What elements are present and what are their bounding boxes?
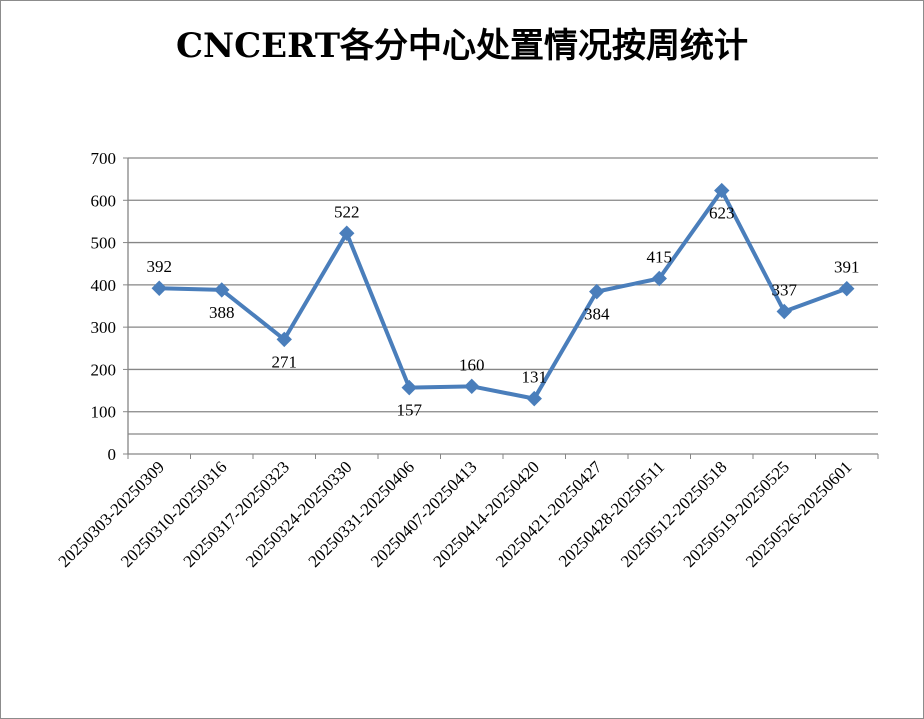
- data-point-marker: [151, 280, 167, 296]
- data-point-marker: [526, 390, 542, 407]
- data-label: 337: [772, 280, 798, 299]
- x-tick-label: 20250421-20250427: [492, 457, 606, 571]
- y-axis-ticks: 0 100 200 300 400 500 600 700: [91, 149, 128, 464]
- data-label: 271: [272, 352, 298, 371]
- series: [151, 182, 855, 407]
- chart-title: CNCERT各分中心处置情况按周统计: [175, 26, 749, 66]
- data-point-marker: [776, 303, 792, 320]
- x-tick-label: 20250317-20250323: [179, 457, 293, 571]
- y-tick-label: 0: [108, 445, 117, 464]
- x-tick-label: 20250324-20250330: [242, 457, 356, 571]
- x-tick-label: 20250519-20250525: [679, 457, 793, 571]
- y-tick-label: 700: [91, 149, 117, 168]
- data-point-marker: [714, 182, 730, 199]
- data-label: 391: [834, 258, 860, 277]
- data-point-marker: [589, 283, 605, 300]
- x-tick-label: 20250414-20250420: [429, 457, 543, 571]
- data-label: 623: [709, 204, 735, 223]
- data-label: 157: [397, 401, 423, 420]
- x-tick-label: 20250331-20250406: [304, 457, 418, 571]
- data-point-marker: [651, 270, 667, 287]
- x-tick-label: 20250303-20250309: [54, 457, 168, 571]
- y-tick-label: 300: [91, 318, 117, 337]
- data-label: 392: [147, 257, 173, 276]
- data-label: 160: [459, 355, 485, 374]
- data-label: 522: [334, 202, 360, 221]
- data-label: 131: [522, 368, 548, 387]
- data-labels: 392 388 271 522 157 160 131 384 415 623 337 391: [147, 202, 860, 419]
- x-tick-label: 20250512-20250518: [617, 457, 731, 571]
- x-tick-label: 20250428-20250511: [555, 457, 668, 570]
- y-tick-label: 100: [91, 403, 117, 422]
- data-point-marker: [401, 379, 417, 396]
- x-axis-ticks: 20250303-2025030920250310-20250316202503…: [54, 454, 879, 571]
- series-line: [159, 188, 848, 401]
- y-tick-label: 600: [91, 191, 117, 210]
- data-point-marker: [464, 378, 480, 395]
- y-tick-label: 200: [91, 360, 117, 379]
- data-label: 388: [209, 303, 235, 322]
- data-point-marker: [276, 331, 292, 348]
- data-label: 384: [584, 305, 610, 324]
- y-tick-label: 400: [91, 276, 117, 295]
- data-point-marker: [339, 225, 355, 241]
- x-tick-label: 20250526-20250601: [742, 457, 856, 571]
- data-point-marker: [214, 282, 230, 298]
- x-tick-label: 20250407-20250413: [367, 457, 481, 571]
- data-point-marker: [839, 280, 855, 297]
- y-tick-label: 500: [91, 234, 117, 253]
- gridlines: [128, 157, 878, 435]
- data-label: 415: [647, 248, 673, 267]
- x-tick-label: 20250310-20250316: [117, 457, 231, 571]
